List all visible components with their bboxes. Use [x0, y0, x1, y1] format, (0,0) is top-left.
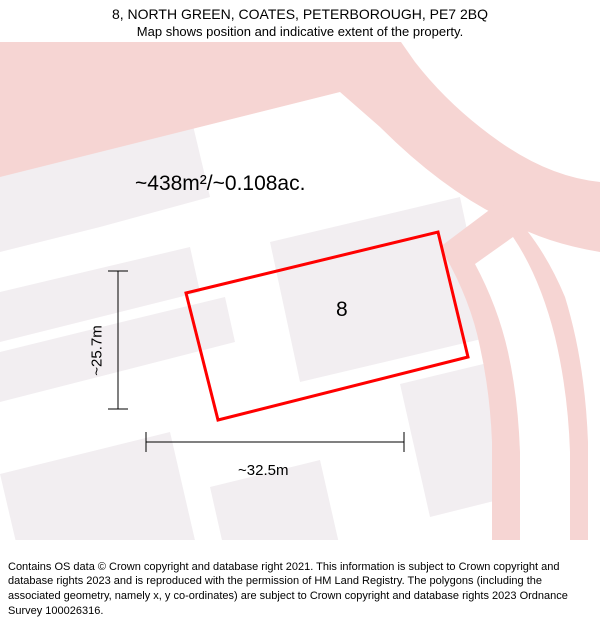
page-title: 8, NORTH GREEN, COATES, PETERBOROUGH, PE…	[0, 6, 600, 22]
header: 8, NORTH GREEN, COATES, PETERBOROUGH, PE…	[0, 6, 600, 39]
vertical-dimension-label: ~25.7m	[89, 325, 106, 375]
area-measurement-label: ~438m²/~0.108ac.	[135, 172, 305, 196]
page-container: 8, NORTH GREEN, COATES, PETERBOROUGH, PE…	[0, 0, 600, 625]
map-svg	[0, 42, 600, 540]
map-area: ~438m²/~0.108ac. 8 ~25.7m ~32.5m	[0, 42, 600, 540]
plot-number-label: 8	[336, 298, 348, 322]
horizontal-dimension-label: ~32.5m	[238, 462, 288, 479]
page-subtitle: Map shows position and indicative extent…	[0, 24, 600, 39]
copyright-footer: Contains OS data © Crown copyright and d…	[8, 560, 592, 619]
